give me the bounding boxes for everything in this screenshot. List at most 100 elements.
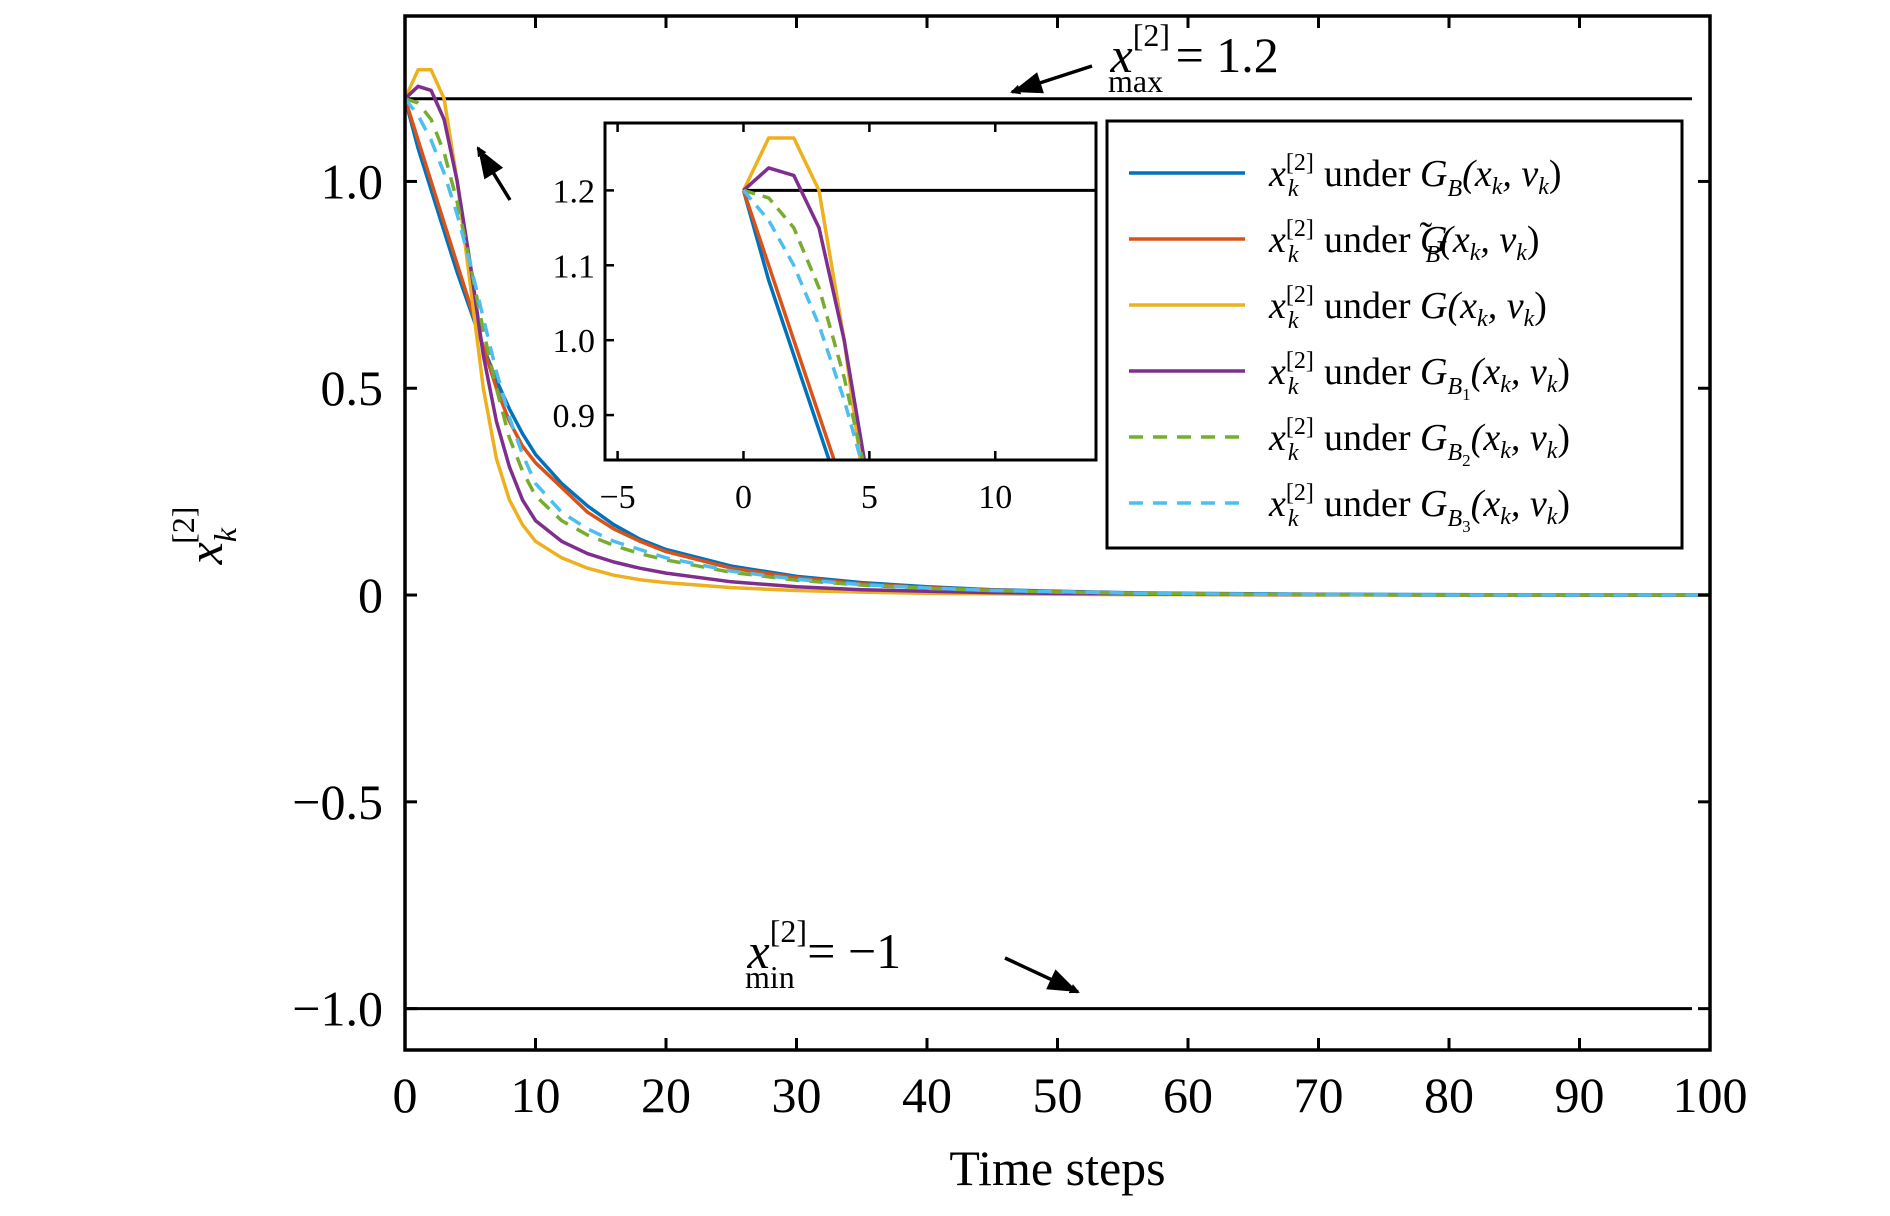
inset-y-tick-label: 1.2 bbox=[553, 173, 596, 210]
legend-arg: (x bbox=[1471, 417, 1501, 459]
inset-series-line-GB2 bbox=[743, 188, 865, 460]
inset-lines bbox=[741, 136, 1096, 460]
y-label-sub: k bbox=[207, 527, 243, 542]
legend-arg-sub: k bbox=[1477, 306, 1488, 332]
legend-arg-sub: k bbox=[1500, 504, 1511, 530]
min-constraint-label-sub: min bbox=[745, 959, 795, 995]
inset-plot: −5 0 5 10 0.9 1.0 1.1 1.2 bbox=[553, 121, 1098, 516]
x-tick-label: 50 bbox=[1033, 1067, 1083, 1123]
legend-arg-sub2: k bbox=[1538, 174, 1549, 200]
legend-arg-sub2: k bbox=[1516, 240, 1527, 266]
inset-background bbox=[605, 123, 1096, 460]
legend-G-sub2: 1 bbox=[1462, 385, 1471, 404]
legend-close: ) bbox=[1527, 219, 1540, 261]
legend-arg-sub2: k bbox=[1547, 372, 1558, 398]
legend-x-sub: k bbox=[1288, 506, 1299, 532]
legend-arg-sub2: k bbox=[1524, 306, 1535, 332]
legend-x-sub: k bbox=[1288, 308, 1299, 334]
x-tick-label: 90 bbox=[1555, 1067, 1605, 1123]
legend-entry-GBtilde: x[2]k under G̃B(xk, vk) bbox=[1268, 216, 1540, 268]
legend-G-sub: B bbox=[1448, 374, 1463, 400]
main-plot: 0 10 20 30 40 50 60 70 80 90 100−1.0−0.500.51.0Tim… bbox=[165, 14, 1748, 1196]
max-constraint-label-sup: [2] bbox=[1133, 17, 1170, 53]
legend-x: x bbox=[1268, 219, 1286, 261]
legend-close: ) bbox=[1534, 285, 1547, 327]
legend-x: x bbox=[1268, 351, 1286, 393]
y-axis-label: xk [2] bbox=[165, 507, 243, 566]
series-lines bbox=[405, 68, 1710, 597]
inset-x-tick-label: −5 bbox=[599, 479, 635, 516]
legend-x: x bbox=[1268, 483, 1286, 525]
inset-y-tick-label: 0.9 bbox=[553, 398, 596, 435]
legend-G-sub: B bbox=[1448, 506, 1463, 532]
min-constraint-label: x[2] min = −1 bbox=[745, 913, 901, 995]
x-tick-label: 80 bbox=[1424, 1067, 1474, 1123]
legend-close: ) bbox=[1557, 351, 1570, 393]
legend-G: G bbox=[1420, 417, 1447, 459]
inset-pointer-arrow-head bbox=[478, 148, 504, 180]
x-tick-label: 40 bbox=[902, 1067, 952, 1123]
x-tick-label: 20 bbox=[641, 1067, 691, 1123]
annotations: x[2] max = 1.2x[2] min = −1 bbox=[476, 17, 1279, 995]
legend-arg-sub: k bbox=[1492, 174, 1503, 200]
inset-y-tick-label: 1.0 bbox=[553, 323, 596, 360]
y-label-base: x bbox=[177, 542, 233, 565]
legend-x: x bbox=[1268, 285, 1286, 327]
x-axis-label: Time steps bbox=[949, 1140, 1165, 1196]
legend-arg-sub: k bbox=[1500, 438, 1511, 464]
legend-under: under bbox=[1315, 285, 1421, 327]
min-constraint-label-base: x bbox=[746, 923, 769, 979]
legend-G-sub: B bbox=[1448, 440, 1463, 466]
legend-entry-GB3: x[2] k under GB3(xk, vk) bbox=[1268, 480, 1570, 536]
min-constraint-label-sup: [2] bbox=[770, 913, 807, 949]
y-tick-label: −0.5 bbox=[292, 774, 383, 830]
y-tick-label: −1.0 bbox=[292, 981, 383, 1037]
legend-x-sub: k bbox=[1288, 176, 1299, 202]
min-constraint-arrow-head bbox=[1046, 969, 1078, 992]
legend-arg-v: , v bbox=[1511, 351, 1547, 393]
legend-G-sub: B bbox=[1426, 242, 1441, 268]
x-tick-label: 60 bbox=[1163, 1067, 1213, 1123]
legend-entry-GB: x[2] k under GB(xk, vk) bbox=[1268, 150, 1562, 202]
legend-entry-G: x[2] k under G(xk, vk) bbox=[1268, 282, 1547, 334]
legend-G: G bbox=[1420, 285, 1447, 327]
legend-arg-sub2: k bbox=[1547, 438, 1558, 464]
legend-under: under bbox=[1315, 483, 1421, 525]
legend-x: x bbox=[1268, 417, 1286, 459]
legend-close: ) bbox=[1557, 483, 1570, 525]
legend-x: x bbox=[1268, 153, 1286, 195]
inset-x-tick-label: 0 bbox=[735, 479, 752, 516]
y-tick-label: 0 bbox=[358, 567, 383, 623]
legend-arg: (x bbox=[1448, 285, 1478, 327]
x-tick-label: 70 bbox=[1294, 1067, 1344, 1123]
x-tick-label: 0 bbox=[393, 1067, 418, 1123]
legend-arg-v: , v bbox=[1511, 483, 1547, 525]
legend-arg-sub: k bbox=[1470, 240, 1481, 266]
legend-G: G bbox=[1420, 153, 1447, 195]
legend-arg: (x bbox=[1471, 351, 1501, 393]
x-tick-label: 10 bbox=[511, 1067, 561, 1123]
legend-x-sub: k bbox=[1288, 374, 1299, 400]
max-constraint-label: x[2] max = 1.2 bbox=[1108, 17, 1279, 99]
legend-arg: (x bbox=[1440, 219, 1470, 261]
legend-x-sup: [2] bbox=[1286, 282, 1314, 308]
legend-G-sub2: 2 bbox=[1462, 451, 1471, 470]
x-tick-label: 30 bbox=[772, 1067, 822, 1123]
min-constraint-label-rest: = −1 bbox=[795, 923, 901, 979]
legend-arg-v: , v bbox=[1502, 153, 1538, 195]
legend-arg-v: , v bbox=[1511, 417, 1547, 459]
legend-x-sup: [2] bbox=[1286, 414, 1314, 440]
inset-y-tick-label: 1.1 bbox=[553, 248, 596, 285]
legend-G-sub2: 3 bbox=[1462, 517, 1471, 536]
y-tick-label: 0.5 bbox=[321, 360, 384, 416]
legend-close: ) bbox=[1549, 153, 1562, 195]
inset-series-line-GB3 bbox=[742, 189, 863, 460]
legend-G-sub: B bbox=[1448, 176, 1463, 202]
max-constraint-label-rest: = 1.2 bbox=[1163, 27, 1279, 83]
y-tick-label: 1.0 bbox=[321, 153, 384, 209]
x-tick-label: 100 bbox=[1673, 1067, 1748, 1123]
legend-x-sup: [2] bbox=[1286, 150, 1314, 176]
legend-arg-v: , v bbox=[1480, 219, 1516, 261]
legend-G: G bbox=[1420, 219, 1447, 261]
max-constraint-label-base: x bbox=[1109, 27, 1132, 83]
